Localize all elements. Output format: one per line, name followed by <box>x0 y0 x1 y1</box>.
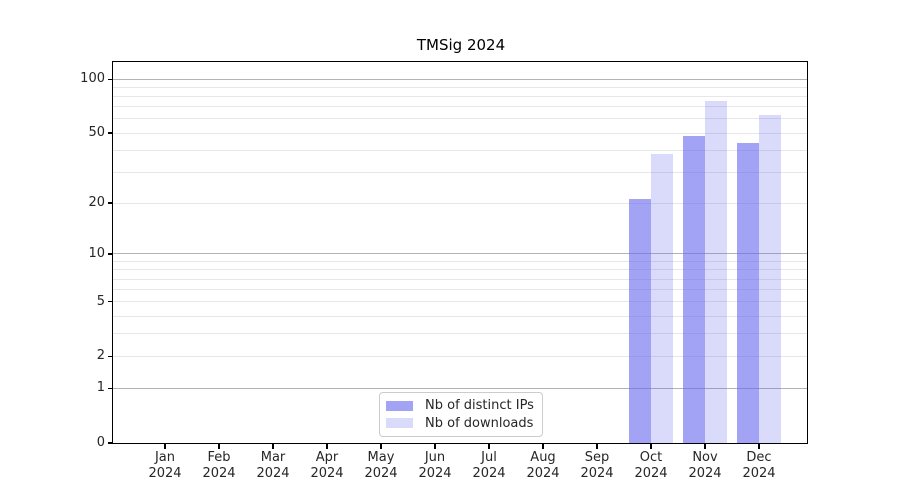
x-tick-mark <box>758 444 760 449</box>
x-tick-year: 2024 <box>688 466 722 481</box>
plot-area <box>113 62 807 443</box>
x-tick-label: Jan 2024 <box>138 450 192 482</box>
x-tick-year: 2024 <box>634 466 668 481</box>
x-tick-year: 2024 <box>310 466 344 481</box>
gridline-minor <box>113 118 807 120</box>
x-tick-month: Mar <box>260 450 286 465</box>
x-tick-label: Jul 2024 <box>462 450 516 482</box>
legend-item-distinct-ips: Nb of distinct IPs <box>386 398 536 413</box>
y-tick-mark <box>108 253 113 255</box>
y-tick-label: 50 <box>88 125 105 141</box>
gridline-major <box>113 387 807 389</box>
gridline-minor <box>113 315 807 317</box>
y-tick-mark <box>108 301 113 303</box>
bar-distinct-ips-dec <box>737 142 759 443</box>
x-tick-month: May <box>367 450 395 465</box>
x-tick-mark <box>380 444 382 449</box>
y-tick-label: 0 <box>96 435 105 450</box>
x-tick-year: 2024 <box>472 466 506 481</box>
x-tick-year: 2024 <box>526 466 560 481</box>
x-tick-mark <box>326 444 328 449</box>
gridline-minor <box>113 202 807 204</box>
x-tick-label: Oct 2024 <box>624 450 678 482</box>
x-tick-mark <box>434 444 436 449</box>
legend: Nb of distinct IPs Nb of downloads <box>379 392 543 437</box>
y-tick-mark <box>108 132 113 134</box>
x-tick-label: Mar 2024 <box>246 450 300 482</box>
x-tick-month: Jul <box>481 450 497 465</box>
gridline-minor <box>113 289 807 291</box>
bar-downloads-oct <box>651 154 673 443</box>
x-tick-year: 2024 <box>202 466 236 481</box>
gridline-minor <box>113 301 807 303</box>
gridline-minor <box>113 171 807 173</box>
gridline-minor <box>113 333 807 335</box>
x-tick-label: Nov 2024 <box>678 450 732 482</box>
gridline-minor <box>113 132 807 134</box>
x-tick-month: Nov <box>692 450 718 465</box>
gridline-minor <box>113 106 807 108</box>
bar-distinct-ips-oct <box>629 199 651 443</box>
x-tick-label: May 2024 <box>354 450 408 482</box>
x-tick-mark <box>218 444 220 449</box>
y-tick-label: 2 <box>96 348 105 364</box>
gridline-minor <box>113 355 807 357</box>
x-tick-mark <box>164 444 166 449</box>
bar-downloads-dec <box>759 115 781 443</box>
x-tick-label: Jun 2024 <box>408 450 462 482</box>
x-tick-label: Sep 2024 <box>570 450 624 482</box>
y-tick-mark <box>108 387 113 390</box>
gridline-major <box>113 78 807 80</box>
y-tick-label: 100 <box>80 71 105 87</box>
x-tick-mark <box>488 444 490 449</box>
gridline-minor <box>113 86 807 88</box>
x-tick-year: 2024 <box>418 466 452 481</box>
y-tick-mark <box>108 202 113 204</box>
x-tick-mark <box>704 444 706 449</box>
x-tick-label: Aug 2024 <box>516 450 570 482</box>
y-tick-label: 5 <box>96 293 105 309</box>
x-tick-label: Apr 2024 <box>300 450 354 482</box>
gridline-minor <box>113 261 807 262</box>
gridline-major <box>113 253 807 255</box>
x-tick-year: 2024 <box>256 466 290 481</box>
x-tick-month: Oct <box>639 450 663 465</box>
gridline-minor <box>113 149 807 151</box>
x-tick-month: Jan <box>154 450 176 465</box>
x-tick-label: Feb 2024 <box>192 450 246 482</box>
x-tick-mark <box>272 444 274 449</box>
bar-distinct-ips-nov <box>683 136 705 443</box>
legend-label-distinct-ips: Nb of distinct IPs <box>425 398 534 414</box>
x-tick-month: Jun <box>424 450 446 465</box>
x-tick-mark <box>650 444 652 449</box>
x-tick-month: Apr <box>315 450 339 465</box>
legend-label-downloads: Nb of downloads <box>425 415 534 431</box>
gridline-minor <box>113 269 807 271</box>
legend-item-downloads: Nb of downloads <box>386 416 536 431</box>
x-tick-year: 2024 <box>148 466 182 481</box>
x-tick-month: Feb <box>207 450 231 465</box>
gridline-minor <box>113 278 807 280</box>
legend-swatch-distinct-ips <box>386 400 413 411</box>
y-tick-label: 20 <box>88 195 105 211</box>
x-tick-year: 2024 <box>742 466 776 481</box>
bar-downloads-nov <box>705 100 727 443</box>
gridline-minor <box>113 96 807 98</box>
x-tick-month: Aug <box>530 450 556 465</box>
y-tick-label: 1 <box>96 380 105 396</box>
x-tick-month: Sep <box>584 450 610 465</box>
legend-swatch-downloads <box>386 418 413 429</box>
y-tick-mark <box>108 442 113 444</box>
x-tick-mark <box>542 444 544 449</box>
x-tick-label: Dec 2024 <box>732 450 786 482</box>
x-tick-mark <box>596 444 598 449</box>
chart-title: TMSig 2024 <box>416 36 506 54</box>
y-tick-mark <box>108 78 113 80</box>
y-tick-label: 10 <box>88 245 105 261</box>
y-tick-mark <box>108 355 113 358</box>
x-tick-month: Dec <box>746 450 772 465</box>
x-tick-year: 2024 <box>580 466 614 481</box>
x-tick-year: 2024 <box>364 466 398 481</box>
